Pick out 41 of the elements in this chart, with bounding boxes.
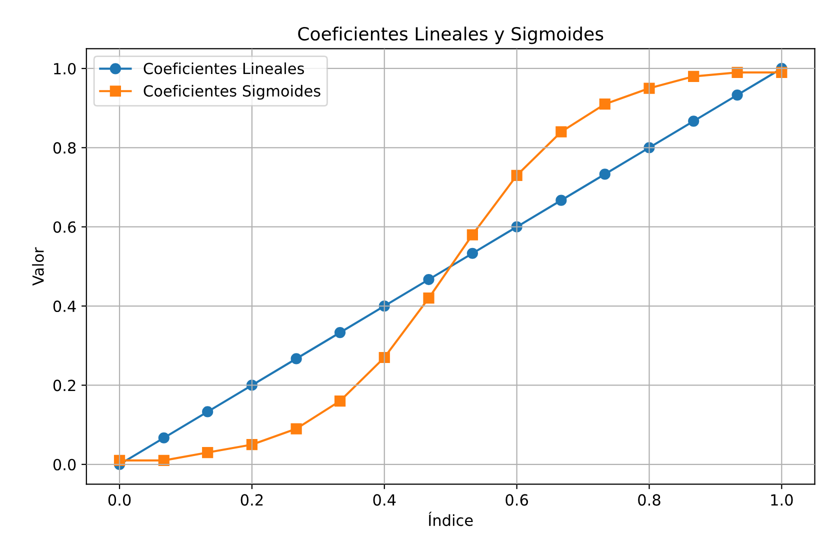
point: [423, 292, 434, 304]
y-tick-label: 0.4: [53, 300, 76, 312]
x-tick-label: 0.6: [506, 494, 528, 506]
point: [599, 98, 610, 110]
point: [511, 170, 522, 181]
point: [290, 353, 302, 364]
y-tick-label: 1.0: [54, 62, 76, 75]
y-tick-label: 0.2: [53, 380, 76, 392]
x-tick-label: 0.2: [240, 494, 263, 506]
legend-label: Coeficientes Sigmoides: [144, 84, 320, 100]
y-tick-label: 0.8: [53, 142, 76, 154]
y-axis-title: Valor: [32, 247, 44, 286]
point: [466, 229, 478, 240]
y-tick-label: 0.0: [53, 458, 76, 470]
point: [334, 327, 346, 338]
point: [202, 406, 214, 418]
x-tick-label: 0.0: [108, 494, 131, 506]
x-tick-label: 1.0: [771, 494, 793, 506]
point: [688, 70, 700, 82]
point: [644, 82, 655, 94]
point: [158, 432, 170, 444]
point: [246, 439, 258, 450]
point: [334, 395, 346, 407]
point: [556, 194, 567, 206]
point: [466, 248, 478, 259]
point: [378, 352, 390, 364]
point: [732, 89, 743, 101]
point: [423, 274, 434, 286]
chart-title: Coeficientes Lineales y Sigmoides: [298, 26, 604, 44]
point: [556, 126, 567, 138]
point: [688, 116, 700, 127]
point: [158, 454, 170, 466]
x-tick-label: 0.4: [373, 494, 396, 506]
point: [732, 66, 743, 78]
legend-label: Coeficientes Lineales: [144, 62, 304, 74]
y-tick-label: 0.6: [53, 221, 76, 233]
point: [290, 423, 302, 434]
x-tick-label: 0.8: [638, 494, 660, 506]
point: [202, 446, 214, 458]
x-axis-title: Índice: [428, 512, 473, 526]
point: [599, 168, 610, 180]
